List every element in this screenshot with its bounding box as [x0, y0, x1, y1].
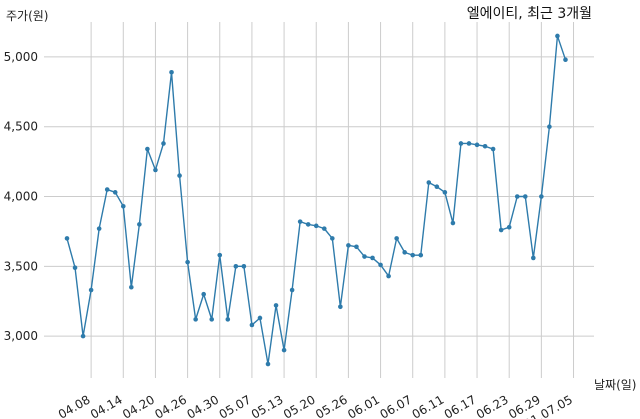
data-point — [321, 226, 327, 231]
data-point — [450, 220, 456, 226]
data-point — [185, 259, 190, 265]
data-point — [330, 236, 335, 241]
x-tick-label: 05.07 — [217, 392, 254, 419]
data-point — [193, 317, 198, 322]
data-point — [169, 69, 174, 75]
data-point — [458, 141, 464, 146]
x-tick-label: 04.14 — [88, 392, 125, 419]
data-point — [104, 187, 110, 192]
data-point — [265, 361, 271, 367]
data-point — [96, 226, 102, 231]
data-point — [225, 317, 231, 322]
data-point — [531, 255, 536, 261]
data-point — [434, 184, 440, 190]
data-point — [442, 190, 448, 195]
data-point — [547, 124, 552, 130]
data-point — [64, 236, 70, 241]
data-point — [297, 219, 303, 224]
data-point — [474, 142, 480, 148]
data-point — [137, 222, 142, 227]
data-point — [482, 143, 488, 149]
data-point — [514, 194, 520, 199]
chart-title: 엘에이티, 최근 3개월 — [467, 6, 592, 22]
data-point — [506, 224, 512, 230]
data-point — [80, 333, 86, 339]
y-tick-label: 4,500 — [4, 120, 38, 134]
data-point — [354, 244, 359, 250]
grid — [44, 22, 594, 378]
x-tick-label: 04.08 — [56, 392, 93, 419]
data-point — [370, 255, 375, 261]
x-tick-label: 06.23 — [474, 392, 511, 419]
data-point — [112, 190, 118, 195]
data-point — [161, 141, 166, 146]
data-point — [281, 347, 287, 353]
x-tick-label: 04.30 — [185, 392, 222, 419]
y-tick-label: 3,500 — [4, 259, 38, 273]
labels: 엘에이티, 최근 3개월 주가(원) 날짜(일) — [6, 6, 636, 392]
data-point — [145, 146, 150, 152]
y-tick-label: 5,000 — [4, 50, 38, 64]
x-tick-label: 04.20 — [120, 392, 157, 419]
data-point — [338, 304, 343, 310]
data-point — [418, 252, 424, 258]
data-point — [209, 317, 215, 322]
data-point — [394, 236, 399, 241]
data-point — [426, 180, 432, 185]
data-point — [466, 141, 472, 146]
data-point — [539, 194, 544, 199]
data-point — [257, 315, 263, 321]
data-point — [378, 262, 383, 268]
data-point — [402, 250, 407, 255]
data-point — [129, 284, 134, 290]
data-point — [346, 243, 351, 248]
data-point — [217, 252, 223, 258]
x-axis-label: 날짜(일) — [594, 378, 636, 392]
y-axis-label: 주가(원) — [6, 9, 48, 23]
data-point — [177, 173, 182, 178]
data-point — [498, 227, 504, 233]
data-point — [241, 264, 247, 269]
data-point — [563, 57, 568, 62]
x-tick-label: 05.20 — [281, 392, 318, 419]
data-point — [120, 203, 126, 209]
data-point — [555, 33, 560, 39]
data-point — [72, 265, 78, 271]
x-tick-label: 06.01 — [345, 392, 382, 419]
data-point — [233, 264, 239, 269]
x-tick-label: 06.07 — [377, 392, 414, 419]
data-point — [153, 167, 158, 173]
x-tick-label: 04.26 — [152, 392, 189, 419]
data-point — [305, 222, 311, 227]
data-point — [249, 322, 255, 328]
x-tick-label: 06.11 — [410, 392, 447, 419]
data-point — [410, 252, 416, 258]
x-tick-label: 05.13 — [249, 392, 286, 419]
series — [64, 33, 568, 367]
data-point — [362, 254, 367, 259]
data-point — [201, 291, 206, 297]
data-point — [522, 194, 528, 199]
data-point — [273, 303, 279, 308]
x-tick-label: 06.17 — [442, 392, 479, 419]
y-tick-label: 3,000 — [4, 329, 38, 343]
y-tick-label: 4,000 — [4, 190, 38, 204]
data-point — [88, 287, 94, 293]
axes: 3,000 3,500 4,000 4,500 5,000 04.0804.1404.20… — [4, 50, 575, 419]
x-tick-label: 05.26 — [313, 392, 350, 419]
data-point — [313, 223, 319, 229]
data-point — [490, 146, 496, 152]
data-point — [386, 273, 391, 279]
data-point — [289, 287, 295, 293]
